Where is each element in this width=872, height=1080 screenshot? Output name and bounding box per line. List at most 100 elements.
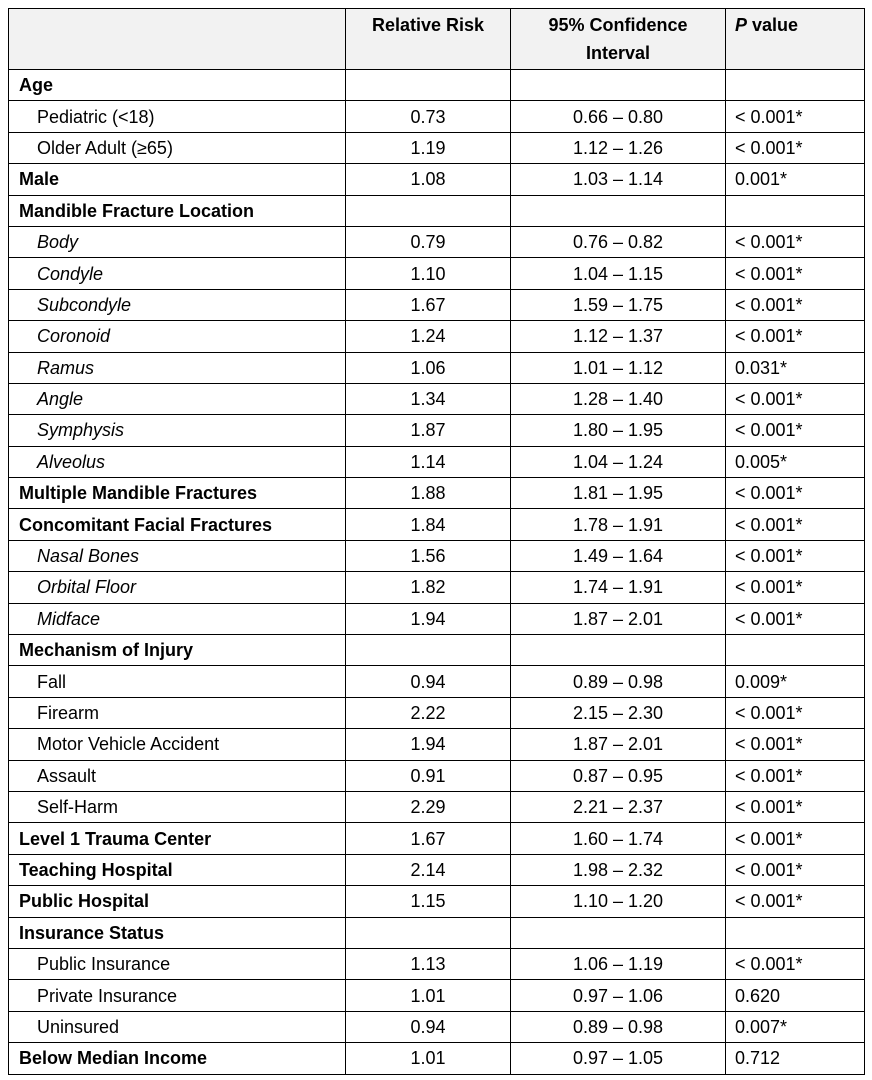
row-label: Below Median Income	[8, 1042, 346, 1075]
value-cell: 0.712	[725, 1042, 865, 1075]
value-cell: 1.04 – 1.24	[510, 445, 726, 479]
value-cell: 1.04 – 1.15	[510, 257, 726, 290]
value-cell: 0.73	[345, 100, 511, 133]
value-cell: 1.59 – 1.75	[510, 288, 726, 322]
table-row: Concomitant Facial Fractures 1.84 1.78 – 1…	[8, 508, 865, 541]
value-cell: 1.87	[345, 414, 511, 447]
table-row: Mechanism of Injury	[8, 634, 865, 667]
value-cell: 1.87 – 2.01	[510, 602, 726, 636]
table-row: Motor Vehicle Accident 1.94 1.87 – 2.01 < 0…	[8, 728, 865, 761]
value-cell: < 0.001*	[725, 822, 865, 855]
results-table: Relative Risk 95% Confidence Interval P …	[8, 8, 865, 1075]
row-label: Ramus	[8, 351, 346, 384]
value-cell: 0.005*	[725, 445, 865, 479]
value-cell: < 0.001*	[725, 790, 865, 824]
row-label: Assault	[8, 759, 346, 792]
value-cell: 0.66 – 0.80	[510, 100, 726, 133]
header-cell: P value	[725, 8, 865, 70]
value-cell: 1.03 – 1.14	[510, 163, 726, 196]
row-label: Symphysis	[8, 414, 346, 447]
value-cell: 1.94	[345, 602, 511, 636]
value-cell: 0.94	[345, 665, 511, 698]
value-cell: < 0.001*	[725, 571, 865, 604]
row-label: Motor Vehicle Accident	[8, 728, 346, 761]
table-row: Pediatric (<18) 0.73 0.66 – 0.80 < 0.001*	[8, 100, 865, 133]
value-cell: 0.87 – 0.95	[510, 759, 726, 792]
table-row: Teaching Hospital 2.14 1.98 – 2.32 < 0.001*	[8, 853, 865, 887]
value-cell: 1.13	[345, 947, 511, 981]
value-cell: < 0.001*	[725, 382, 865, 416]
row-label: Orbital Floor	[8, 571, 346, 604]
value-cell: 1.56	[345, 539, 511, 573]
row-label: Midface	[8, 602, 346, 636]
value-cell: 1.81 – 1.95	[510, 477, 726, 510]
value-cell: 2.21 – 2.37	[510, 790, 726, 824]
value-cell: 1.14	[345, 445, 511, 479]
table-row: Public Hospital 1.15 1.10 – 1.20 < 0.001*	[8, 885, 865, 918]
header-cell: Relative Risk	[345, 8, 511, 70]
value-cell: 0.76 – 0.82	[510, 225, 726, 259]
value-cell: < 0.001*	[725, 947, 865, 981]
value-cell: 1.28 – 1.40	[510, 382, 726, 416]
value-cell: 1.01	[345, 1042, 511, 1075]
row-label: Public Hospital	[8, 885, 346, 918]
value-cell: 0.97 – 1.06	[510, 979, 726, 1012]
value-cell: < 0.001*	[725, 759, 865, 792]
value-cell: 1.19	[345, 131, 511, 165]
row-label: Level 1 Trauma Center	[8, 822, 346, 855]
table-row: Body 0.79 0.76 – 0.82 < 0.001*	[8, 225, 865, 259]
table-row: Age	[8, 68, 865, 102]
value-cell	[345, 634, 511, 667]
value-cell: 0.79	[345, 225, 511, 259]
table-row: Male 1.08 1.03 – 1.14 0.001*	[8, 163, 865, 196]
value-cell: 1.60 – 1.74	[510, 822, 726, 855]
row-label: Fall	[8, 665, 346, 698]
table-row: Fall 0.94 0.89 – 0.98 0.009*	[8, 665, 865, 698]
value-cell: 0.89 – 0.98	[510, 665, 726, 698]
table-row: Private Insurance 1.01 0.97 – 1.06 0.620	[8, 979, 865, 1012]
row-label: Firearm	[8, 696, 346, 730]
row-label: Body	[8, 225, 346, 259]
row-label: Concomitant Facial Fractures	[8, 508, 346, 541]
value-cell: < 0.001*	[725, 414, 865, 447]
table-row: Self-Harm 2.29 2.21 – 2.37 < 0.001*	[8, 790, 865, 824]
value-cell: 1.88	[345, 477, 511, 510]
table-row: Alveolus 1.14 1.04 – 1.24 0.005*	[8, 445, 865, 479]
value-cell: 0.94	[345, 1010, 511, 1044]
header-cell: 95% Confidence Interval	[510, 8, 726, 70]
value-cell: < 0.001*	[725, 602, 865, 636]
value-cell: 1.87 – 2.01	[510, 728, 726, 761]
table-row: Multiple Mandible Fractures 1.88 1.81 – 1.…	[8, 477, 865, 510]
value-cell	[510, 68, 726, 102]
value-cell: 1.08	[345, 163, 511, 196]
value-cell: 1.84	[345, 508, 511, 541]
value-cell: 1.98 – 2.32	[510, 853, 726, 887]
value-cell	[510, 634, 726, 667]
row-label: Alveolus	[8, 445, 346, 479]
row-label: Age	[8, 68, 346, 102]
table-row: Nasal Bones 1.56 1.49 – 1.64 < 0.001*	[8, 539, 865, 573]
value-cell: 0.009*	[725, 665, 865, 698]
value-cell: 1.15	[345, 885, 511, 918]
value-cell: 1.78 – 1.91	[510, 508, 726, 541]
value-cell	[725, 634, 865, 667]
value-cell: 1.82	[345, 571, 511, 604]
value-cell: < 0.001*	[725, 100, 865, 133]
value-cell: 1.10	[345, 257, 511, 290]
table-row: Older Adult (≥65) 1.19 1.12 – 1.26 < 0.001*	[8, 131, 865, 165]
value-cell: < 0.001*	[725, 225, 865, 259]
table-row: Public Insurance 1.13 1.06 – 1.19 < 0.001*	[8, 947, 865, 981]
table-row: Below Median Income 1.01 0.97 – 1.05 0.712	[8, 1042, 865, 1075]
value-cell: 0.620	[725, 979, 865, 1012]
value-cell	[725, 916, 865, 949]
table-row: Ramus 1.06 1.01 – 1.12 0.031*	[8, 351, 865, 384]
row-label: Nasal Bones	[8, 539, 346, 573]
row-label: Self-Harm	[8, 790, 346, 824]
value-cell: < 0.001*	[725, 508, 865, 541]
value-cell: < 0.001*	[725, 131, 865, 165]
table-row: Angle 1.34 1.28 – 1.40 < 0.001*	[8, 382, 865, 416]
row-label: Mechanism of Injury	[8, 634, 346, 667]
row-label: Pediatric (<18)	[8, 100, 346, 133]
value-cell: < 0.001*	[725, 885, 865, 918]
row-label: Mandible Fracture Location	[8, 194, 346, 227]
